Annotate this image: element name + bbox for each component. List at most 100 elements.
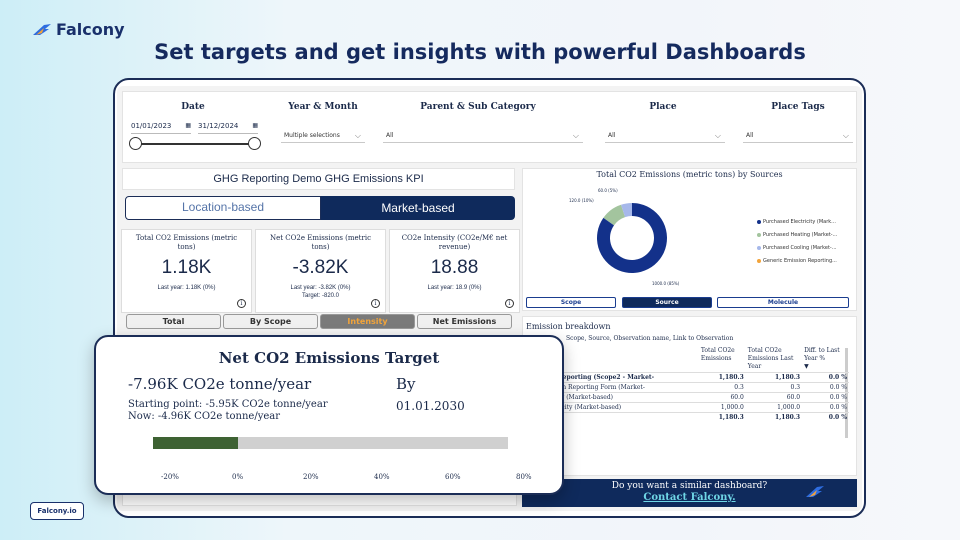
date-to-input[interactable]: 31/12/2024 ▦ <box>198 122 258 134</box>
progress-track <box>153 437 508 449</box>
tab-total[interactable]: Total <box>126 314 221 329</box>
table-row[interactable]: ased Electricity (Market-based) 1,000.0 1,… <box>523 402 849 413</box>
tab-intensity[interactable]: Intensity <box>320 314 415 329</box>
chevron-down-icon: ⌵ <box>354 131 361 140</box>
date-slider-start-handle[interactable] <box>129 137 142 150</box>
kpi-last-year: Last year: 18.9 (0%) <box>427 285 482 291</box>
headline: Set targets and get insights with powerf… <box>154 40 806 64</box>
kpi-title-text: Total CO2 Emissions (metric tons) <box>135 234 238 251</box>
year-month-dropdown[interactable]: Multiple selections ⌵ <box>281 129 365 143</box>
table-scrollbar[interactable] <box>845 348 848 438</box>
cell-diff: 0.0 % <box>829 404 847 411</box>
kpi-value: 18.88 <box>430 257 479 278</box>
legend-item: Purchased Heating (Market-... <box>757 232 837 238</box>
cta-question: Do you want a similar dashboard? <box>611 481 768 491</box>
header-last-year[interactable]: Total CO2e Emissions Last Year <box>747 347 794 370</box>
footer-badge[interactable]: Falcony.io <box>30 502 84 520</box>
segment-molecule[interactable]: Molecule <box>717 297 849 308</box>
year-month-label: Year & Month <box>288 102 358 112</box>
target-date: 01.01.2030 <box>396 399 465 413</box>
place-dropdown[interactable]: All ⌵ <box>605 129 725 143</box>
axis-tick: 40% <box>374 473 390 481</box>
falcony-logo: Falcony <box>32 20 125 39</box>
cell-last: 60.0 <box>786 394 801 401</box>
legend-dot <box>757 258 761 263</box>
table-header-row: Total CO2e Emissions Total CO2e Emission… <box>523 346 849 373</box>
chevron-down-icon: ⌵ <box>714 131 721 140</box>
target-title: Net CO2 Emissions Target <box>218 349 440 367</box>
axis-tick: 60% <box>445 473 461 481</box>
donut-slice[interactable] <box>621 203 632 218</box>
axis-tick: 0% <box>232 473 244 481</box>
info-icon[interactable]: i <box>505 299 514 308</box>
breakdown-table: Total CO2e Emissions Total CO2e Emission… <box>523 346 849 422</box>
legend-dot <box>757 245 761 250</box>
brand-name: Falcony <box>56 20 125 39</box>
date-slider-end-handle[interactable] <box>248 137 261 150</box>
place-tags-label: Place Tags <box>771 102 825 112</box>
donut-title: Total CO2 Emissions (metric tons) by Sou… <box>596 170 783 179</box>
falcon-icon <box>806 486 824 497</box>
table-row[interactable]: ased Cooling (Market-based) 60.0 60.0 0.0 % <box>523 392 849 403</box>
tab-net-emissions[interactable]: Net Emissions <box>417 314 512 329</box>
header-diff[interactable]: Diff. to Last Year % ▼ <box>804 347 840 370</box>
place-tags-dropdown[interactable]: All ⌵ <box>743 129 853 143</box>
kpi-card: Net CO2e Emissions (metric tons) -3.82K … <box>255 229 386 313</box>
breakdown-subtitle: Scope, Source, Observation name, Link to… <box>566 335 734 342</box>
tab-by-scope[interactable]: By Scope <box>223 314 318 329</box>
axis-tick: 80% <box>516 473 532 481</box>
contact-link[interactable]: Contact Falcony. <box>643 492 736 503</box>
cell-last: 0.3 <box>790 384 801 391</box>
axis-tick: 20% <box>303 473 319 481</box>
legend-dot <box>757 232 761 237</box>
filter-bar: Date 01/01/2023 ▦ 31/12/2024 ▦ Year & Mont… <box>122 91 857 163</box>
info-icon[interactable]: i <box>371 299 380 308</box>
axis-tick: -20% <box>161 473 179 481</box>
table-row[interactable]: eric Emission Reporting Form (Market- 0.3… <box>523 382 849 393</box>
table-row[interactable]: 1,180.3 1,180.3 0.0 % <box>523 412 849 423</box>
cell-total: 0.3 <box>734 384 744 391</box>
breakdown-card <box>522 316 857 476</box>
kpi-title: GHG Reporting Demo GHG Emissions KPI <box>122 168 515 190</box>
info-icon[interactable]: i <box>237 299 246 308</box>
breakdown-title: Emission breakdown <box>526 322 611 331</box>
kpi-last-year: Last year: -3.82K (0%) <box>290 285 351 291</box>
kpi-value: 1.18K <box>161 257 212 278</box>
market-based-toggle[interactable]: Market-based <box>321 196 515 220</box>
legend-item: Purchased Cooling (Market-... <box>757 245 837 251</box>
donut-chart <box>597 203 667 273</box>
cell-name: Emission Reporting (Scope2 - Market- <box>525 374 655 381</box>
segment-source[interactable]: Source <box>622 297 712 308</box>
cell-total: 1,180.3 <box>718 414 744 421</box>
now-value: Now: -4.96K CO2e tonne/year <box>128 411 280 422</box>
cell-last: 1,180.3 <box>775 374 801 381</box>
segment-scope[interactable]: Scope <box>526 297 616 308</box>
table-row[interactable]: Emission Reporting (Scope2 - Market- 1,18… <box>523 372 849 383</box>
category-label: Parent & Sub Category <box>420 102 536 112</box>
category-dropdown[interactable]: All ⌵ <box>383 129 583 143</box>
cell-name: ased Electricity (Market-based) <box>525 404 622 411</box>
cta-banner <box>522 479 857 507</box>
legend-item: Purchased Electricity (Mark... <box>757 219 836 225</box>
cell-diff: 0.0 % <box>829 394 847 401</box>
cell-name: ased Cooling (Market-based) <box>525 394 614 401</box>
header-total[interactable]: Total CO2e Emissions <box>700 347 735 362</box>
place-label: Place <box>649 102 677 112</box>
falcon-icon <box>33 23 51 35</box>
cell-total: 60.0 <box>730 394 744 401</box>
kpi-value: -3.82K <box>292 257 349 278</box>
sort-desc-icon: ▼ <box>804 363 809 370</box>
starting-point: Starting point: -5.95K CO2e tonne/year <box>128 399 328 410</box>
cell-total: 1,180.3 <box>718 374 744 381</box>
location-based-toggle[interactable]: Location-based <box>125 196 321 220</box>
date-range-slider[interactable] <box>135 143 255 145</box>
cell-diff: 0.0 % <box>829 384 847 391</box>
kpi-title-text: CO2e Intensity (CO2e/M€ net revenue) <box>401 234 508 251</box>
donut-slice[interactable] <box>597 203 667 273</box>
date-from-input[interactable]: 01/01/2023 ▦ <box>131 122 191 134</box>
chevron-down-icon: ⌵ <box>842 131 849 140</box>
progress-fill <box>153 437 239 449</box>
legend-dot <box>757 219 761 224</box>
donut-slice[interactable] <box>603 204 626 226</box>
chevron-down-icon: ⌵ <box>572 131 579 140</box>
